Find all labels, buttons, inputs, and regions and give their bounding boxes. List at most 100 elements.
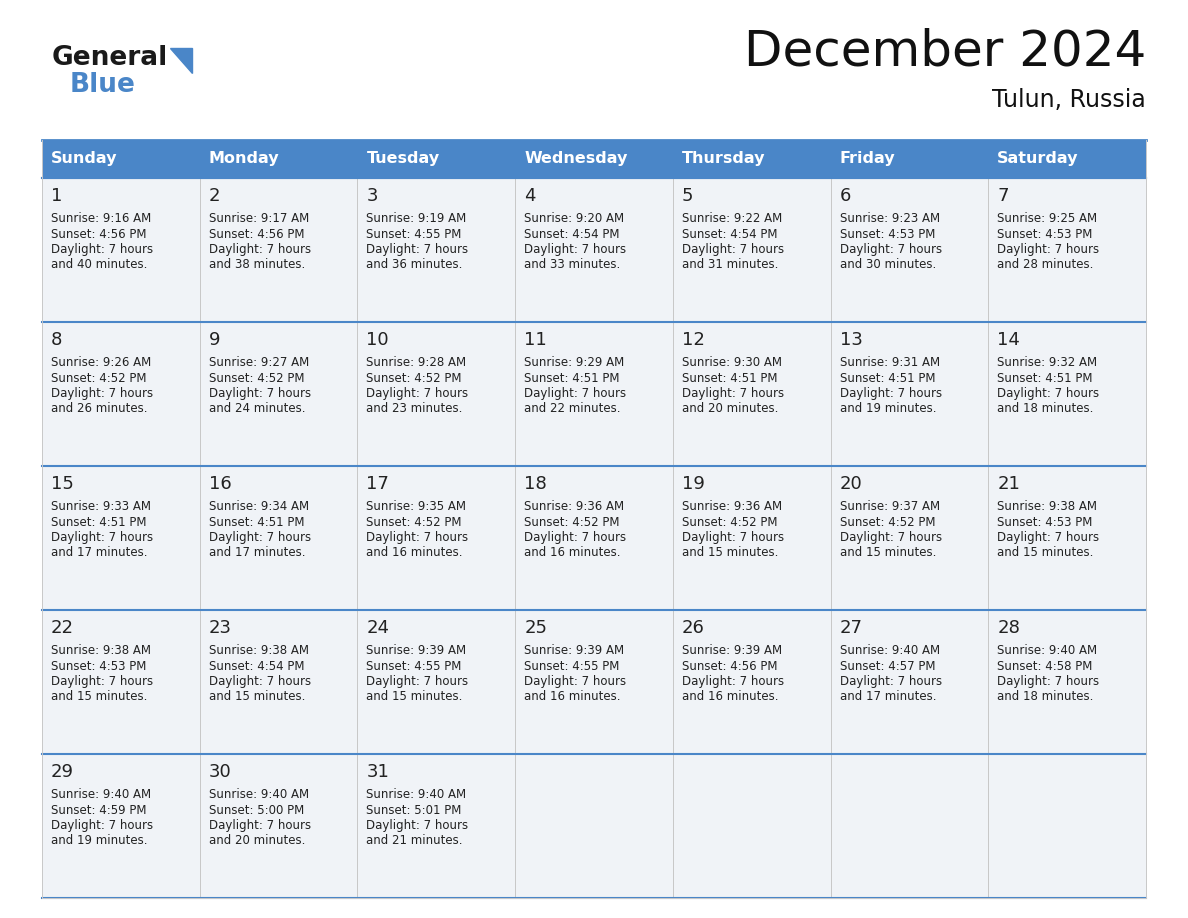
Text: Sunset: 4:52 PM: Sunset: 4:52 PM xyxy=(840,516,935,529)
Text: Sunset: 4:52 PM: Sunset: 4:52 PM xyxy=(51,372,146,385)
Text: and 15 minutes.: and 15 minutes. xyxy=(682,546,778,559)
Text: Daylight: 7 hours: Daylight: 7 hours xyxy=(366,387,468,400)
Text: Sunrise: 9:19 AM: Sunrise: 9:19 AM xyxy=(366,212,467,225)
Bar xyxy=(988,754,1146,898)
Text: Daylight: 7 hours: Daylight: 7 hours xyxy=(997,675,1099,688)
Bar xyxy=(358,610,516,754)
Bar xyxy=(200,322,358,466)
Text: 31: 31 xyxy=(366,763,390,781)
Bar xyxy=(830,610,988,754)
Bar xyxy=(358,466,516,610)
Bar xyxy=(672,610,830,754)
Text: Daylight: 7 hours: Daylight: 7 hours xyxy=(51,387,153,400)
Text: Sunset: 4:51 PM: Sunset: 4:51 PM xyxy=(840,372,935,385)
Text: Sunrise: 9:38 AM: Sunrise: 9:38 AM xyxy=(209,644,309,657)
Text: 5: 5 xyxy=(682,187,694,205)
Text: Sunset: 4:51 PM: Sunset: 4:51 PM xyxy=(51,516,146,529)
Text: and 18 minutes.: and 18 minutes. xyxy=(997,690,1094,703)
Text: and 19 minutes.: and 19 minutes. xyxy=(840,402,936,416)
Text: 17: 17 xyxy=(366,475,390,493)
Text: Daylight: 7 hours: Daylight: 7 hours xyxy=(366,531,468,544)
Text: 8: 8 xyxy=(51,331,63,349)
Text: 22: 22 xyxy=(51,619,74,637)
Text: Sunrise: 9:38 AM: Sunrise: 9:38 AM xyxy=(997,500,1098,513)
Bar xyxy=(672,322,830,466)
Text: Daylight: 7 hours: Daylight: 7 hours xyxy=(209,243,311,256)
Text: Sunrise: 9:17 AM: Sunrise: 9:17 AM xyxy=(209,212,309,225)
Text: and 17 minutes.: and 17 minutes. xyxy=(840,690,936,703)
Text: Sunrise: 9:30 AM: Sunrise: 9:30 AM xyxy=(682,356,782,369)
Text: Daylight: 7 hours: Daylight: 7 hours xyxy=(682,531,784,544)
Text: Sunset: 4:59 PM: Sunset: 4:59 PM xyxy=(51,803,146,816)
Text: 4: 4 xyxy=(524,187,536,205)
Text: Sunrise: 9:23 AM: Sunrise: 9:23 AM xyxy=(840,212,940,225)
Text: Sunset: 4:52 PM: Sunset: 4:52 PM xyxy=(366,372,462,385)
Text: and 16 minutes.: and 16 minutes. xyxy=(366,546,463,559)
Text: Sunrise: 9:29 AM: Sunrise: 9:29 AM xyxy=(524,356,625,369)
Text: 30: 30 xyxy=(209,763,232,781)
Bar xyxy=(516,322,672,466)
Text: Sunset: 4:51 PM: Sunset: 4:51 PM xyxy=(997,372,1093,385)
Text: Sunset: 4:51 PM: Sunset: 4:51 PM xyxy=(682,372,777,385)
Text: Daylight: 7 hours: Daylight: 7 hours xyxy=(51,675,153,688)
Bar xyxy=(672,754,830,898)
Text: 10: 10 xyxy=(366,331,388,349)
Text: Sunrise: 9:37 AM: Sunrise: 9:37 AM xyxy=(840,500,940,513)
Text: and 26 minutes.: and 26 minutes. xyxy=(51,402,147,416)
Text: Sunset: 4:53 PM: Sunset: 4:53 PM xyxy=(997,228,1093,241)
Bar xyxy=(516,754,672,898)
Text: Sunrise: 9:38 AM: Sunrise: 9:38 AM xyxy=(51,644,151,657)
Text: and 30 minutes.: and 30 minutes. xyxy=(840,259,936,272)
Text: Daylight: 7 hours: Daylight: 7 hours xyxy=(997,387,1099,400)
Text: Daylight: 7 hours: Daylight: 7 hours xyxy=(209,387,311,400)
Bar xyxy=(672,466,830,610)
Bar xyxy=(200,178,358,322)
Text: Daylight: 7 hours: Daylight: 7 hours xyxy=(209,531,311,544)
Text: Sunrise: 9:40 AM: Sunrise: 9:40 AM xyxy=(840,644,940,657)
Bar xyxy=(988,178,1146,322)
Bar xyxy=(672,178,830,322)
Text: and 36 minutes.: and 36 minutes. xyxy=(366,259,463,272)
Text: 2: 2 xyxy=(209,187,220,205)
Bar xyxy=(200,754,358,898)
Text: Daylight: 7 hours: Daylight: 7 hours xyxy=(209,675,311,688)
Text: Sunrise: 9:39 AM: Sunrise: 9:39 AM xyxy=(682,644,782,657)
Text: Sunset: 4:54 PM: Sunset: 4:54 PM xyxy=(209,659,304,673)
Bar xyxy=(200,466,358,610)
Text: Daylight: 7 hours: Daylight: 7 hours xyxy=(682,243,784,256)
Text: Daylight: 7 hours: Daylight: 7 hours xyxy=(366,243,468,256)
Bar xyxy=(358,322,516,466)
Text: Sunset: 4:52 PM: Sunset: 4:52 PM xyxy=(524,516,620,529)
Bar xyxy=(830,178,988,322)
Text: Sunset: 4:55 PM: Sunset: 4:55 PM xyxy=(524,659,619,673)
Text: Tulun, Russia: Tulun, Russia xyxy=(992,88,1146,112)
Text: 11: 11 xyxy=(524,331,546,349)
Text: and 16 minutes.: and 16 minutes. xyxy=(682,690,778,703)
Text: Sunset: 4:52 PM: Sunset: 4:52 PM xyxy=(366,516,462,529)
Text: Sunset: 4:52 PM: Sunset: 4:52 PM xyxy=(682,516,777,529)
Text: 9: 9 xyxy=(209,331,220,349)
Text: Sunset: 4:56 PM: Sunset: 4:56 PM xyxy=(209,228,304,241)
Text: Tuesday: Tuesday xyxy=(366,151,440,166)
Text: and 23 minutes.: and 23 minutes. xyxy=(366,402,463,416)
Text: Sunset: 5:01 PM: Sunset: 5:01 PM xyxy=(366,803,462,816)
Text: Sunset: 4:53 PM: Sunset: 4:53 PM xyxy=(840,228,935,241)
Text: Sunset: 4:54 PM: Sunset: 4:54 PM xyxy=(524,228,620,241)
Text: Sunrise: 9:36 AM: Sunrise: 9:36 AM xyxy=(682,500,782,513)
Text: Daylight: 7 hours: Daylight: 7 hours xyxy=(682,675,784,688)
Text: 15: 15 xyxy=(51,475,74,493)
Bar xyxy=(830,754,988,898)
Text: Daylight: 7 hours: Daylight: 7 hours xyxy=(51,531,153,544)
Text: and 40 minutes.: and 40 minutes. xyxy=(51,259,147,272)
Polygon shape xyxy=(170,48,192,73)
Text: 29: 29 xyxy=(51,763,74,781)
Text: Sunrise: 9:33 AM: Sunrise: 9:33 AM xyxy=(51,500,151,513)
Text: and 21 minutes.: and 21 minutes. xyxy=(366,834,463,847)
Text: Friday: Friday xyxy=(840,151,896,166)
Text: Sunset: 5:00 PM: Sunset: 5:00 PM xyxy=(209,803,304,816)
Bar xyxy=(42,178,200,322)
Text: 24: 24 xyxy=(366,619,390,637)
Text: and 33 minutes.: and 33 minutes. xyxy=(524,259,620,272)
Text: Sunrise: 9:40 AM: Sunrise: 9:40 AM xyxy=(51,788,151,801)
Text: and 15 minutes.: and 15 minutes. xyxy=(366,690,463,703)
